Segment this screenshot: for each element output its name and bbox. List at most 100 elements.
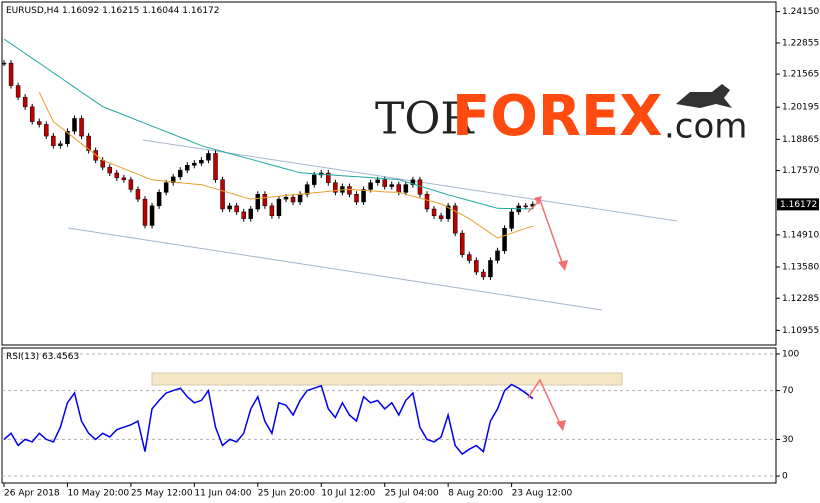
candle <box>72 118 77 132</box>
y-tick-label: 1.21565 <box>782 70 819 80</box>
candle <box>467 254 472 261</box>
candle <box>22 96 28 108</box>
candle <box>333 182 338 193</box>
candle <box>44 124 49 137</box>
candle <box>460 232 465 255</box>
main-panel <box>1 1 777 346</box>
x-tick-label: 11 Jun 04:00 <box>194 489 251 499</box>
candle <box>206 153 211 161</box>
x-tick-label: 26 Apr 2018 <box>4 489 60 499</box>
y-tick-label: 70 <box>782 386 794 396</box>
candle <box>262 194 268 207</box>
candle <box>502 228 507 252</box>
x-tick-label: 25 May 12:00 <box>131 489 193 499</box>
line-series <box>3 383 534 456</box>
x-tick-label: 8 Aug 20:00 <box>448 489 503 499</box>
arrow-head <box>534 196 542 205</box>
candle <box>410 179 416 185</box>
candle <box>311 174 317 185</box>
candle <box>248 208 253 219</box>
candle <box>121 177 127 181</box>
bar-close: 1.16172 <box>182 6 219 16</box>
rsi-value: 63.4563 <box>42 352 79 362</box>
symbol: EURUSD,H4 <box>6 6 59 16</box>
logo-brand: FOREX <box>452 84 662 149</box>
candle <box>438 215 444 219</box>
line-series <box>3 38 533 210</box>
bar-high: 1.16215 <box>102 6 139 16</box>
y-tick-label: 1.18865 <box>782 135 819 145</box>
candle <box>276 198 282 217</box>
candle <box>227 205 232 210</box>
candle <box>1 62 7 65</box>
y-tick-label: 1.13580 <box>782 262 819 272</box>
rsi-forecast-arrow <box>527 378 563 429</box>
candle <box>234 205 239 213</box>
candle <box>424 194 430 210</box>
candle <box>156 192 162 207</box>
candle <box>290 196 296 203</box>
x-tick-label: 23 Aug 12:00 <box>512 489 573 499</box>
bar-low: 1.16044 <box>142 6 179 16</box>
candle <box>452 205 458 234</box>
candle <box>368 182 373 190</box>
x-tick-label: 10 Jul 12:00 <box>321 489 375 499</box>
candle <box>185 165 190 171</box>
candle <box>495 250 500 261</box>
candle <box>474 260 479 273</box>
candle <box>142 198 148 226</box>
y-tick-label: 1.14910 <box>782 230 819 240</box>
candle <box>241 211 246 219</box>
candle <box>51 135 56 146</box>
y-tick-label: 1.10955 <box>782 326 819 336</box>
candle <box>283 196 289 200</box>
candle <box>149 205 155 226</box>
candle <box>107 166 112 174</box>
line-series <box>38 92 533 239</box>
y-tick-label: 1.12285 <box>782 294 819 304</box>
candle <box>170 176 176 183</box>
candle <box>403 184 409 193</box>
candle <box>488 260 493 278</box>
arrow-head <box>556 420 566 431</box>
candle <box>269 205 275 217</box>
channel-upper <box>142 139 678 222</box>
candle <box>128 179 134 190</box>
candle <box>389 184 394 187</box>
arrow-head <box>558 260 568 271</box>
candle <box>445 205 451 219</box>
rsi-header: RSI(13) 63.4563 <box>6 352 79 362</box>
y-tick-label: 1.24150 <box>782 7 819 17</box>
x-tick-label: 10 May 20:00 <box>67 489 129 499</box>
y-tick-label: 1.22855 <box>782 38 819 48</box>
current-price-label: 1.16172 <box>780 200 817 210</box>
candle <box>15 85 21 98</box>
candle <box>523 205 528 208</box>
candle <box>93 150 98 161</box>
candle <box>375 179 380 183</box>
candle <box>37 121 42 125</box>
candle <box>361 189 366 203</box>
watermark: TOR FOREX .com <box>375 84 747 149</box>
candle <box>58 143 63 146</box>
candle <box>163 182 169 193</box>
x-tick-label: 25 Jul 04:00 <box>385 489 439 499</box>
logo-suffix: .com <box>664 107 747 147</box>
candle <box>382 179 387 187</box>
candle <box>347 186 352 195</box>
rsi-panel <box>1 347 777 484</box>
rsi-title: RSI(13) <box>6 352 39 362</box>
current-price-box <box>777 198 819 211</box>
candle <box>135 189 141 200</box>
candle <box>79 118 84 137</box>
logo-bull <box>676 84 732 108</box>
rsi-zone <box>151 372 623 386</box>
candle <box>396 184 402 193</box>
candle <box>255 194 261 210</box>
y-tick-label: 100 <box>782 349 799 359</box>
y-tick-label: 0 <box>782 472 788 482</box>
candle <box>304 184 310 195</box>
y-tick-label: 30 <box>782 435 794 445</box>
